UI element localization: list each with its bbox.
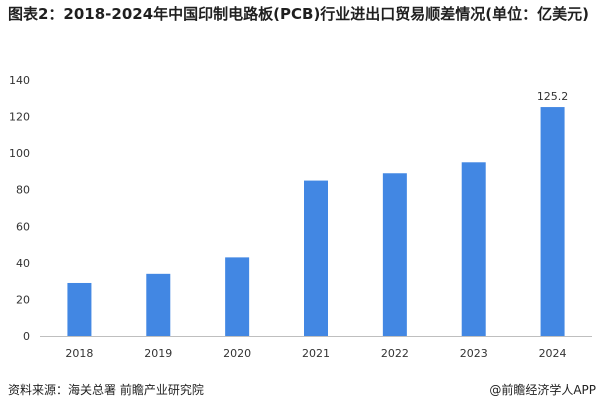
- y-axis: 0 20 40 60 80 100 120 140: [9, 74, 30, 343]
- x-tick-label-2020: 2020: [223, 347, 251, 360]
- y-tick-label-80: 80: [16, 184, 30, 197]
- bar-2023: [461, 162, 486, 336]
- bar-2024: [540, 107, 565, 336]
- chart-title: 图表2：2018-2024年中国印制电路板(PCB)行业进出口贸易顺差情况(单位…: [8, 5, 590, 23]
- y-tick-label-60: 60: [16, 220, 30, 233]
- bar-2018: [67, 282, 92, 336]
- data-labels: 125.2: [537, 90, 569, 103]
- bar-2020: [225, 257, 250, 336]
- bar-2021: [304, 180, 328, 336]
- y-tick-label-20: 20: [16, 293, 30, 306]
- y-tick-label-40: 40: [16, 257, 30, 270]
- x-tick-label-2019: 2019: [144, 347, 172, 360]
- bar-2022: [382, 173, 407, 336]
- bar-2019: [146, 273, 171, 336]
- y-tick-label-140: 140: [9, 74, 30, 87]
- x-tick-label-2021: 2021: [302, 347, 330, 360]
- source-note: 资料来源：海关总署 前瞻产业研究院: [8, 383, 204, 397]
- x-tick-label-2018: 2018: [65, 347, 93, 360]
- bars: [67, 107, 565, 336]
- x-tick-label-2023: 2023: [460, 347, 488, 360]
- brand-credit: @前瞻经济学人APP: [489, 383, 596, 397]
- y-tick-label-120: 120: [9, 111, 30, 124]
- y-tick-label-0: 0: [23, 330, 30, 343]
- x-tick-label-2024: 2024: [539, 347, 567, 360]
- x-tick-label-2022: 2022: [381, 347, 409, 360]
- data-label-2024: 125.2: [537, 90, 569, 103]
- y-tick-label-100: 100: [9, 147, 30, 160]
- x-axis-ticks: 2018 2019 2020 2021 2022 2023 2024: [65, 347, 566, 360]
